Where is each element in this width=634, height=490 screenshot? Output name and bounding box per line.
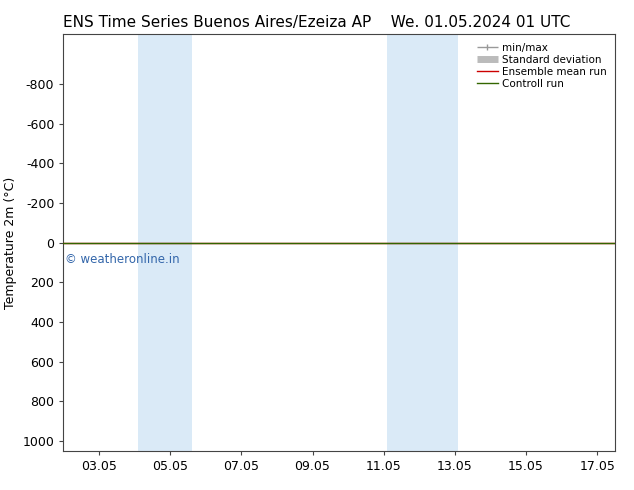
Legend: min/max, Standard deviation, Ensemble mean run, Controll run: min/max, Standard deviation, Ensemble me… <box>474 40 610 92</box>
Y-axis label: Temperature 2m (°C): Temperature 2m (°C) <box>4 176 17 309</box>
Text: ENS Time Series Buenos Aires/Ezeiza AP    We. 01.05.2024 01 UTC: ENS Time Series Buenos Aires/Ezeiza AP W… <box>63 15 571 30</box>
Bar <box>387 34 458 451</box>
Bar <box>138 34 191 451</box>
Text: © weatheronline.in: © weatheronline.in <box>65 253 180 267</box>
